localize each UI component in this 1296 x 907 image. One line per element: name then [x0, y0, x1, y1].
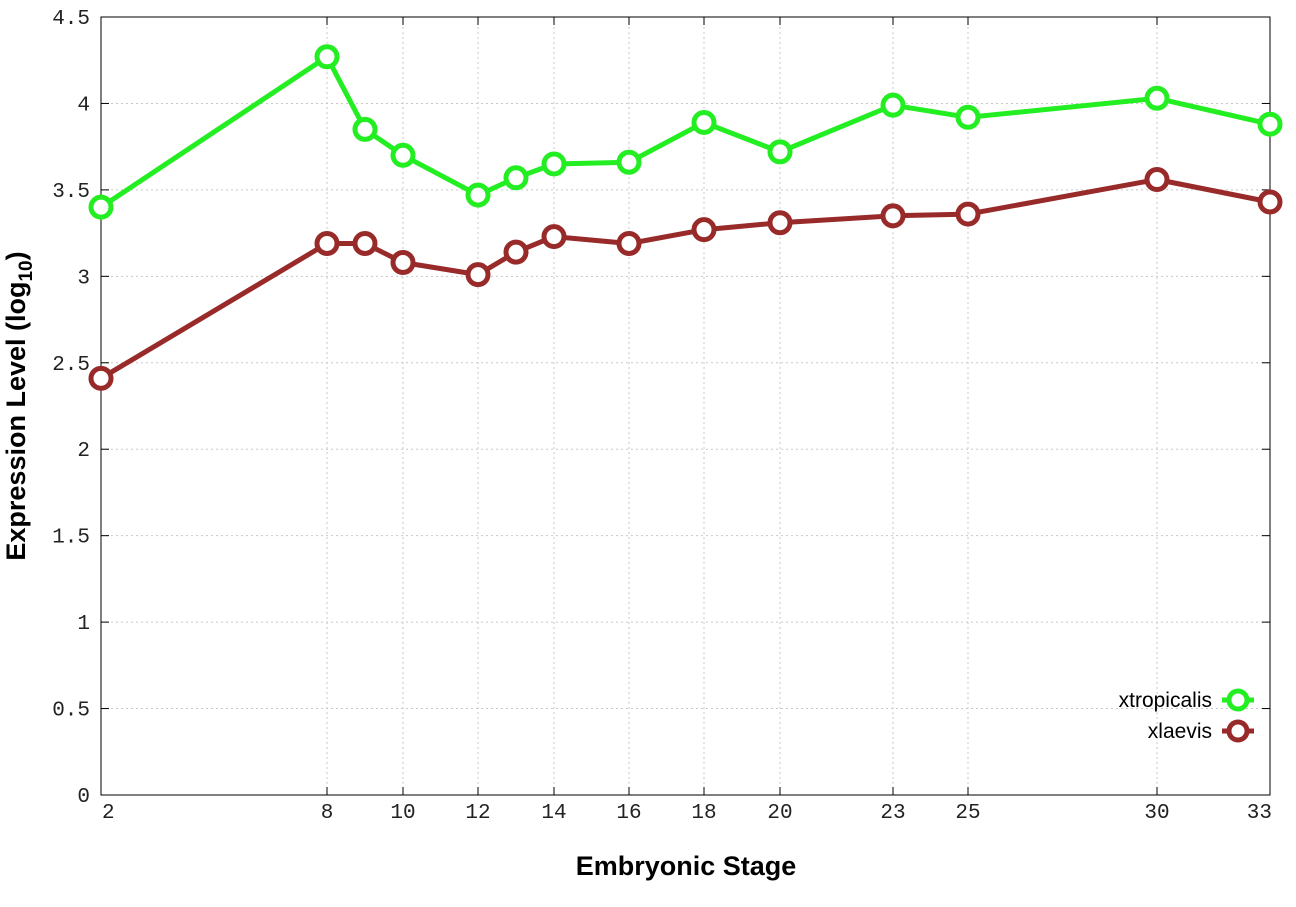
series-line-xtropicalis: [99, 54, 1271, 210]
data-point-xtropicalis: [1144, 85, 1170, 111]
data-point-xtropicalis: [541, 151, 567, 177]
data-point-xlaevis: [541, 224, 567, 250]
x-axis-title: Embryonic Stage: [576, 851, 797, 881]
data-point-xtropicalis: [390, 142, 416, 168]
series-xtropicalis: [88, 44, 1283, 220]
plot-area-frame: [100, 16, 1271, 796]
legend-marker-xtropicalis: [1226, 688, 1250, 712]
x-tick-label: 23: [880, 802, 905, 825]
x-tick-label: 14: [541, 802, 566, 825]
y-tick-label: 2.5: [52, 354, 90, 377]
data-point-xlaevis: [1257, 189, 1283, 215]
data-point-xlaevis: [1144, 167, 1170, 193]
y-tick-label: 0: [77, 786, 90, 809]
series: [88, 44, 1283, 391]
y-axis-title-main: Expression Level (log: [1, 282, 31, 561]
data-point-xtropicalis: [616, 149, 642, 175]
y-tick-label: 3.5: [52, 181, 90, 204]
y-tick-label: 1.5: [52, 527, 90, 550]
x-tick-label: 8: [321, 802, 334, 825]
x-tick-label: 12: [465, 802, 490, 825]
data-point-xlaevis: [880, 203, 906, 229]
data-point-xtropicalis: [955, 104, 981, 130]
y-axis-title: Expression Level (log10): [1, 251, 37, 560]
legend-marker-xlaevis: [1226, 719, 1250, 743]
data-point-xtropicalis: [314, 44, 340, 70]
data-point-xtropicalis: [691, 109, 717, 135]
x-tick-label: 16: [616, 802, 641, 825]
data-point-xtropicalis: [465, 182, 491, 208]
data-point-xlaevis: [352, 230, 378, 256]
x-tick-label: 10: [390, 802, 415, 825]
data-point-xlaevis: [767, 210, 793, 236]
y-tick-label: 2: [77, 440, 90, 463]
legend: xtropicalis xlaevis: [1119, 688, 1254, 743]
y-tick-label: 0.5: [52, 700, 90, 723]
data-point-xlaevis: [691, 217, 717, 243]
legend-label-xlaevis: xlaevis: [1148, 720, 1212, 743]
x-tick-label: 2: [102, 802, 115, 825]
data-point-xtropicalis: [1257, 111, 1283, 137]
data-point-xlaevis: [88, 365, 114, 391]
data-point-xlaevis: [955, 201, 981, 227]
data-point-xlaevis: [390, 250, 416, 276]
data-point-xlaevis: [465, 262, 491, 288]
y-axis-title-subscript: 10: [16, 260, 37, 281]
data-point-xtropicalis: [880, 92, 906, 118]
y-tick-label: 4.5: [52, 8, 90, 31]
data-point-xtropicalis: [88, 194, 114, 220]
x-tick-label: 20: [767, 802, 792, 825]
x-tick-label: 18: [691, 802, 716, 825]
y-tick-label: 4: [77, 94, 90, 117]
y-axis-title-close: ): [1, 251, 31, 260]
x-tick-label: 33: [1247, 802, 1272, 825]
data-point-xtropicalis: [352, 116, 378, 142]
data-point-xtropicalis: [503, 165, 529, 191]
x-tick-label: 25: [955, 802, 980, 825]
x-tick-label: 30: [1144, 802, 1169, 825]
y-tick-label: 1: [77, 613, 90, 636]
series-xlaevis: [88, 167, 1283, 391]
series-line-xlaevis: [99, 177, 1271, 381]
data-point-xtropicalis: [767, 139, 793, 165]
data-point-xlaevis: [616, 230, 642, 256]
axis-ticks: 0 0.5 1 1.5 2 2.5 3 3.5 4 4.5 2 8 10 12 14 16 18 20 23 25 30…: [52, 8, 1272, 825]
legend-label-xtropicalis: xtropicalis: [1119, 689, 1212, 712]
data-point-xlaevis: [503, 239, 529, 265]
data-point-xlaevis: [314, 230, 340, 256]
y-tick-label: 3: [77, 267, 90, 290]
